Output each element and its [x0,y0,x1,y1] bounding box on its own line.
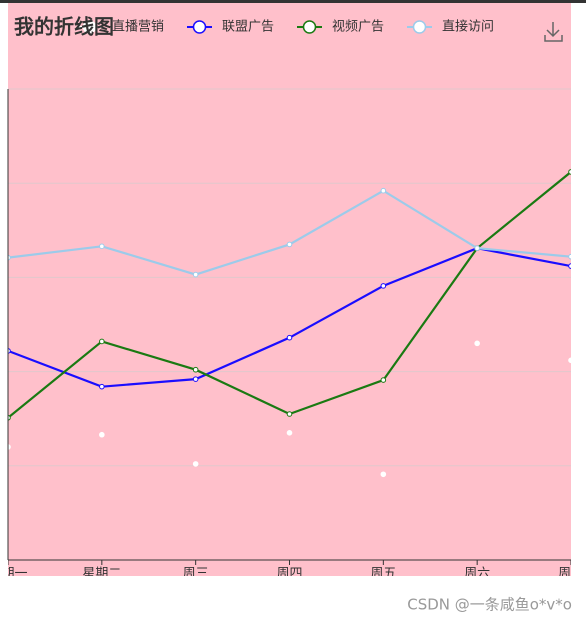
data-point [568,263,571,269]
x-tick-label: 周六 [464,567,490,582]
x-tick-label: 星期二 [82,567,121,582]
data-point [99,383,105,390]
data-point [99,431,105,438]
data-point [8,414,11,421]
x-tick-label: 周日 [558,567,584,582]
download-icon[interactable] [544,22,563,42]
x-tick-label: 周五 [370,567,396,582]
watermark: CSDN @一条咸鱼o*v*o [407,596,572,614]
data-point [99,338,105,345]
plot: 星期一 星期二 周三 周四 周五 周六 周日 [0,88,584,582]
x-tick-label: 周四 [276,567,302,582]
data-point [192,461,199,467]
data-point [474,245,480,251]
legend-icon-dot [82,20,97,34]
chart-background [8,3,571,576]
legend-icon-dot [192,20,207,34]
data-point [568,357,571,364]
legend-icon-dot [302,20,317,34]
data-point [192,271,199,278]
data-point [380,283,387,289]
legend: 直播营销 联盟广告 视频广告 直接访问 [77,19,494,35]
data-point [192,366,199,373]
data-point [568,253,571,260]
legend-label: 直播营销 [112,20,164,35]
data-point [286,411,293,417]
data-point [8,444,11,450]
legend-label: 直接访问 [442,19,494,35]
data-point [380,187,387,194]
data-point [286,241,293,248]
data-point [380,377,387,383]
x-tick-label: 周三 [183,567,209,582]
data-point [192,376,199,382]
data-point [286,334,293,341]
legend-icon-dot [412,20,427,34]
legend-label: 联盟广告 [222,20,274,35]
data-point [8,254,11,261]
data-point [474,340,480,347]
data-point [99,243,105,250]
chart-title: 我的折线图 [14,15,114,39]
legend-label: 视频广告 [332,20,384,35]
data-point [380,471,387,478]
data-point [8,348,11,354]
data-point [568,169,571,175]
top-border [0,0,586,3]
x-tick-label: 星期一 [0,567,28,582]
data-point [286,430,293,436]
